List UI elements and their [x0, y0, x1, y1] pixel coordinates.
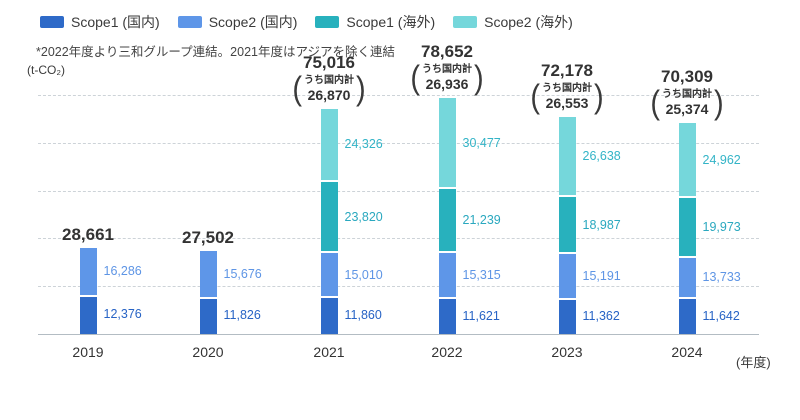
- chart-legend: Scope1 (国内) Scope2 (国内) Scope1 (海外) Scope2 …: [40, 12, 573, 32]
- legend-item-3: Scope2 (海外): [453, 12, 573, 32]
- total-value: 28,661: [62, 225, 114, 244]
- bar-segment: [438, 299, 456, 334]
- gridline: [38, 238, 759, 239]
- bar-segment: [558, 197, 576, 255]
- domestic-subtotal-value: 25,374: [665, 101, 709, 118]
- bar-segment: [438, 253, 456, 300]
- bar-segment: [199, 251, 217, 299]
- domestic-subtotal-value: 26,553: [545, 95, 589, 112]
- domestic-subtotal-value: 26,870: [307, 86, 351, 103]
- bar-segment-value: 21,239: [462, 213, 501, 228]
- open-paren: (: [410, 59, 420, 97]
- x-axis-tick-label: 2020: [192, 344, 224, 360]
- bar-segment-value: 11,621: [462, 308, 500, 323]
- bar-segment-value: 24,962: [702, 152, 741, 167]
- open-paren: (: [530, 78, 540, 116]
- y-axis-unit-label: (t-CO₂): [27, 63, 65, 77]
- x-axis-line: [38, 334, 759, 335]
- bar-segment: [320, 181, 338, 254]
- bar-segment-value: 11,362: [582, 308, 620, 323]
- domestic-subtotal-value: 26,936: [425, 76, 469, 93]
- bar-segment-value: 19,973: [702, 219, 741, 234]
- bar-segment: [678, 299, 696, 334]
- bar-segment: [558, 299, 576, 334]
- bar-segment-value: 26,638: [582, 149, 621, 164]
- legend-swatch-icon: [177, 16, 202, 28]
- open-paren: (: [292, 70, 302, 108]
- total-value: 75,016: [303, 52, 355, 72]
- x-axis-tick-label: 2024: [671, 344, 703, 360]
- legend-swatch-icon: [453, 16, 478, 28]
- bar-segment-value: 30,477: [462, 135, 501, 150]
- x-axis-tick-label: 2021: [313, 344, 345, 360]
- bar-segment: [678, 197, 696, 258]
- bar-segment-value: 18,987: [582, 217, 621, 232]
- bar-segment: [558, 117, 576, 198]
- bar-segment-value: 13,733: [702, 270, 741, 285]
- bar-segment: [199, 298, 217, 334]
- bar-segment: [438, 189, 456, 254]
- bar-segment: [438, 98, 456, 190]
- total-value: 27,502: [182, 228, 234, 248]
- footnote: *2022年度より三和グループ連結。2021年度はアジアを除く連結: [36, 45, 395, 59]
- bar-segment-value: 23,820: [344, 209, 383, 224]
- legend-item-0: Scope1 (国内): [40, 12, 160, 32]
- total-value: 70,309: [661, 67, 713, 87]
- legend-label: Scope1 (海外): [346, 14, 436, 30]
- gridline: [38, 143, 759, 144]
- domestic-subtotal-label: うち国内計: [662, 89, 712, 101]
- bar-segment-value: 12,376: [103, 307, 142, 322]
- bar-segment-value: 15,191: [582, 269, 621, 284]
- legend-swatch-icon: [40, 16, 64, 28]
- domestic-subtotal-label: うち国内計: [542, 83, 592, 95]
- bar-segment-value: 15,676: [223, 267, 262, 281]
- bar-segment: [320, 298, 338, 334]
- bar-segment-value: 24,326: [344, 137, 383, 152]
- bar-segment: [558, 254, 576, 300]
- bar-segment-value: 16,286: [103, 264, 142, 279]
- close-paren: ): [714, 84, 724, 122]
- total-annotation: 78,652(うち国内計 26,936): [377, 42, 517, 97]
- x-axis-tick-label: 2023: [551, 344, 583, 360]
- x-axis-tick-label: 2022: [431, 344, 463, 360]
- legend-swatch-icon: [315, 16, 340, 28]
- gridline: [38, 191, 759, 192]
- close-paren: ): [356, 70, 366, 108]
- close-paren: ): [474, 59, 484, 97]
- bar-segment: [79, 248, 97, 297]
- bar-segment: [678, 257, 696, 300]
- total-annotation: 75,016(うち国内計 26,870): [259, 52, 399, 108]
- open-paren: (: [650, 84, 660, 122]
- bar-segment-value: 15,315: [462, 268, 501, 283]
- domestic-subtotal-label: うち国内計: [422, 64, 472, 76]
- domestic-subtotal-label: うち国内計: [304, 74, 354, 86]
- total-annotation: 70,309(うち国内計 25,374): [617, 67, 757, 122]
- legend-item-1: Scope2 (国内): [177, 12, 298, 32]
- legend-label: Scope1 (国内): [71, 14, 160, 30]
- bar-segment-value: 11,826: [223, 308, 261, 323]
- gridline: [38, 95, 759, 96]
- bar-segment-value: 11,860: [344, 308, 382, 323]
- total-value: 72,178: [541, 61, 593, 81]
- gridline: [38, 286, 759, 287]
- bar-segment-value: 11,642: [702, 308, 740, 323]
- legend-label: Scope2 (海外): [484, 14, 573, 30]
- legend-item-2: Scope1 (海外): [315, 12, 435, 32]
- bar-segment: [320, 108, 338, 182]
- total-annotation: 72,178(うち国内計 26,553): [497, 61, 637, 116]
- bar-segment: [678, 123, 696, 198]
- total-value: 78,652: [421, 42, 473, 62]
- close-paren: ): [594, 78, 604, 116]
- x-axis-unit-label: (年度): [736, 355, 771, 370]
- bar-segment: [79, 296, 97, 334]
- bar-segment-value: 15,010: [344, 267, 383, 282]
- legend-label: Scope2 (国内): [208, 14, 298, 30]
- bar-segment: [320, 253, 338, 299]
- x-axis-tick-label: 2019: [72, 344, 104, 360]
